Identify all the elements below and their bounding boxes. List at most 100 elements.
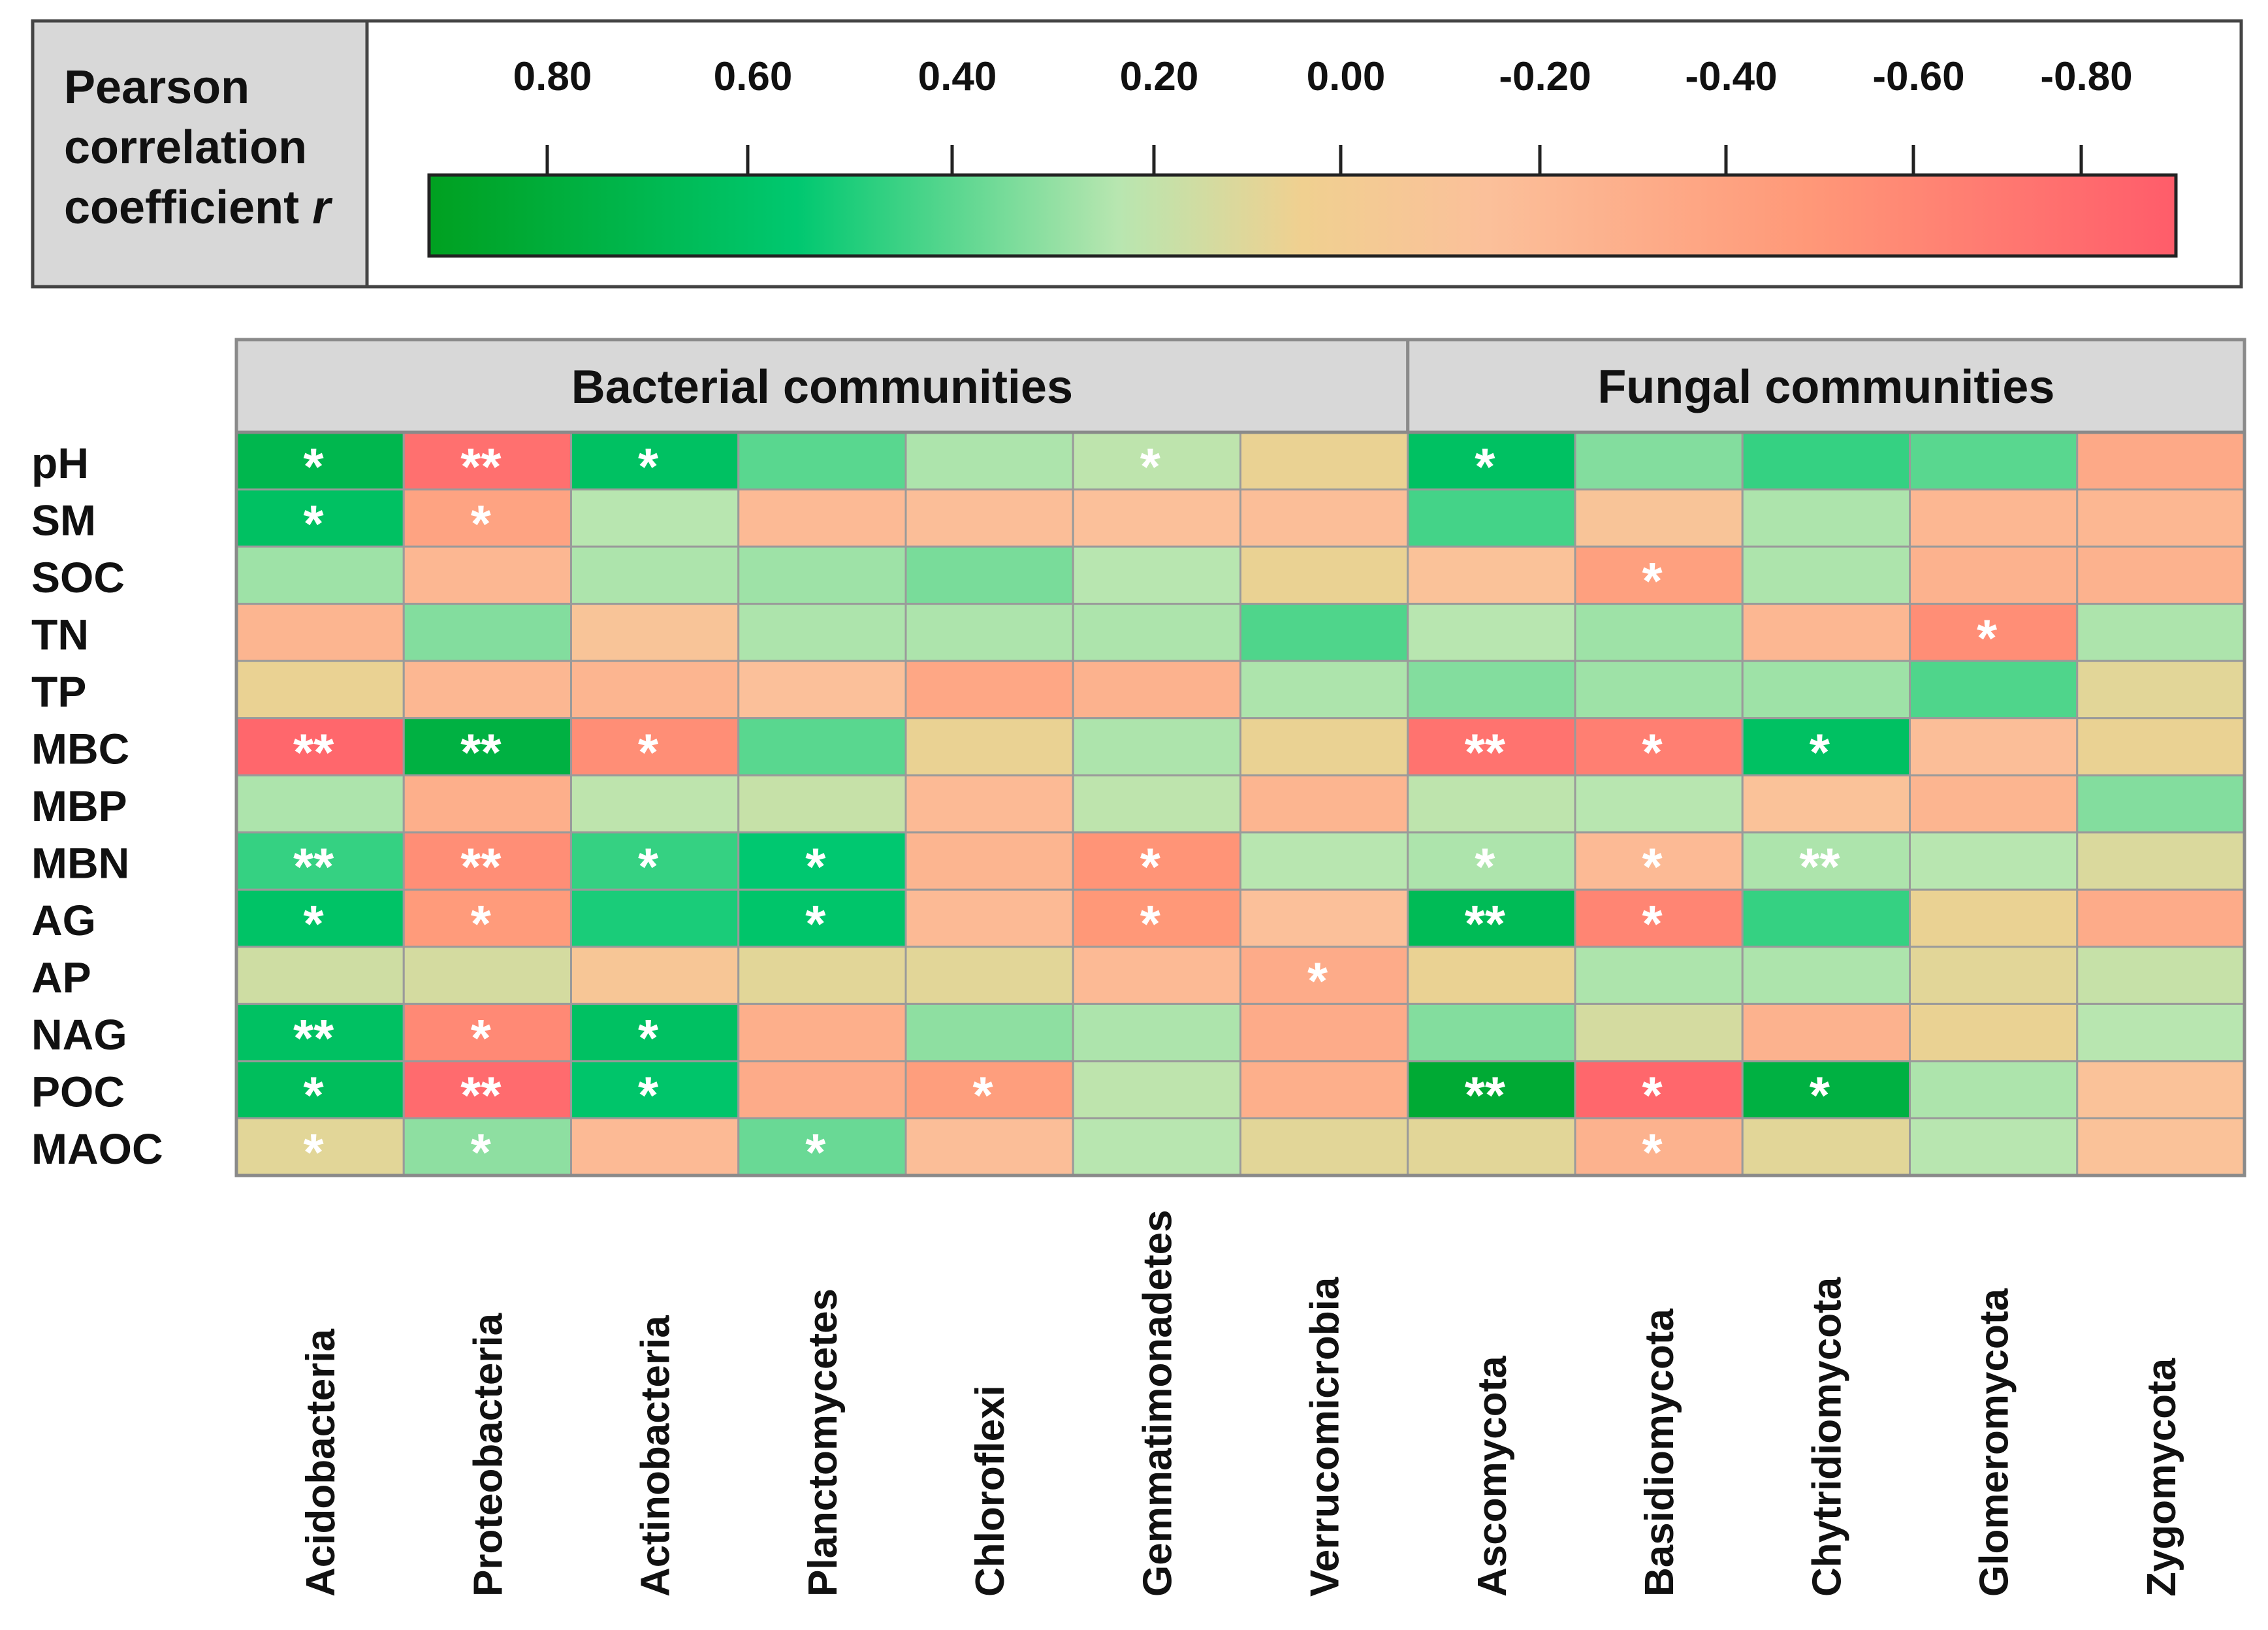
heatmap-cell (1239, 1117, 1409, 1177)
heatmap-cell (2076, 774, 2246, 834)
heatmap-cell (737, 946, 907, 1005)
significance-marker: ** (293, 838, 334, 896)
heatmap-cell (1909, 660, 2079, 720)
heatmap-cell (1239, 603, 1409, 662)
heatmap-cell (402, 1002, 572, 1063)
heatmap-cell (904, 1117, 1074, 1177)
legend-tick-label: 0.00 (1307, 54, 1386, 99)
heatmap-cell (1072, 488, 1241, 548)
heatmap-cell (737, 1060, 907, 1119)
heatmap-cell (1574, 1002, 1744, 1063)
group-header-label: Fungal communities (1597, 361, 2054, 413)
legend-tick-label: -0.40 (1685, 54, 1777, 99)
heatmap-cell (1741, 545, 1911, 605)
heatmap-cell (570, 1117, 740, 1177)
heatmap-cell (1909, 717, 2079, 776)
heatmap-cell (904, 774, 1074, 834)
significance-marker: ** (1799, 838, 1840, 896)
heatmap-cell (570, 603, 740, 662)
column-label: Verrucomicrobia (1303, 1277, 1348, 1597)
heatmap-cell (1407, 488, 1576, 548)
significance-marker: * (1140, 838, 1161, 896)
heatmap-cell (1239, 1002, 1409, 1063)
heatmap-cell (2076, 717, 2246, 776)
significance-marker: * (638, 1009, 659, 1067)
heatmap-cell (1407, 603, 1576, 662)
heatmap-cell (1574, 603, 1744, 662)
column-label: Ascomycota (1470, 1356, 1515, 1597)
heatmap-cell (1574, 1060, 1744, 1119)
heatmap-cell (737, 431, 907, 491)
heatmap-cell (570, 1060, 740, 1119)
significance-marker: * (1642, 552, 1663, 610)
significance-marker: * (471, 1009, 492, 1067)
heatmap-cell (904, 946, 1074, 1005)
heatmap-cell (570, 774, 740, 834)
heatmap-cell (1072, 1002, 1241, 1063)
heatmap-cell (1072, 774, 1241, 834)
significance-marker: * (304, 494, 325, 552)
row-labels: pH SM SOC TN TP MBC MBP MBN AG AP NAG POC MAOC (31, 439, 163, 1173)
column-label: Chytridiomycota (1804, 1277, 1849, 1597)
heatmap-cell (737, 488, 907, 548)
heatmap-cell (1741, 488, 1911, 548)
heatmap-cells: * ** * * ** ***** ** * ** * *** ** * * * * * *** * * * ** ****… (234, 430, 2246, 1181)
legend-ticks: 0.80 0.60 0.40 0.20 0.00 -0.20 -0.40 -0.60 -0.80 (513, 54, 2133, 176)
column-label: Glomeromycota (1972, 1288, 2017, 1597)
heatmap-cell (570, 488, 740, 548)
heatmap-cell (1574, 717, 1744, 776)
heatmap-cell (1239, 946, 1409, 1005)
heatmap-cell (1072, 1117, 1241, 1177)
legend-title-line-2: correlation (64, 121, 307, 174)
row-label: AG (31, 896, 96, 944)
heatmap-cell (1239, 774, 1409, 834)
significance-marker: * (1642, 895, 1663, 953)
heatmap-cell (1239, 831, 1409, 891)
heatmap-cell (904, 488, 1074, 548)
heatmap-cell (570, 545, 740, 605)
row-label: AP (31, 953, 91, 1002)
heatmap-cell (2076, 603, 2246, 662)
heatmap-cell (1741, 946, 1911, 1005)
heatmap-cell (1574, 774, 1744, 834)
significance-marker: ** (460, 838, 502, 896)
heatmap-cell (1239, 717, 1409, 776)
legend-tick-label: 0.60 (714, 54, 793, 99)
significance-marker: * (471, 1123, 492, 1181)
legend-tick-label: 0.80 (513, 54, 592, 99)
heatmap-cell (235, 603, 405, 662)
heatmap-cell (1072, 545, 1241, 605)
row-label: MBC (31, 724, 129, 773)
group-header-box (1406, 338, 2246, 434)
heatmap-cell (2076, 660, 2246, 720)
heatmap-cell (1909, 545, 2079, 605)
heatmap-cell (904, 888, 1074, 948)
heatmap-cell (1407, 888, 1576, 948)
significance-marker: ** (1465, 895, 1506, 953)
column-label: Acidobacteria (298, 1328, 343, 1597)
heatmap-cell (402, 831, 572, 891)
legend-tick-label: -0.80 (2040, 54, 2132, 99)
heatmap-cell (235, 946, 405, 1005)
significance-marker: ** (293, 1009, 334, 1067)
significance-marker: * (304, 1066, 325, 1125)
heatmap-cell (402, 545, 572, 605)
row-label: MBN (31, 839, 129, 887)
heatmap-cell (1574, 431, 1744, 491)
significance-marker: * (1810, 1066, 1830, 1125)
heatmap-cell (1741, 1002, 1911, 1063)
heatmap-cell (1072, 660, 1241, 720)
heatmap-cell (1909, 888, 2079, 948)
heatmap-cell (1239, 1060, 1409, 1119)
heatmap-cell (2076, 888, 2246, 948)
heatmap-cell (1574, 545, 1744, 605)
legend: Pearson correlation coefficient r 0.80 0.… (31, 19, 2243, 289)
significance-marker: * (471, 494, 492, 552)
heatmap-cell (1574, 660, 1744, 720)
heatmap-cell (737, 660, 907, 720)
heatmap-cell (1239, 545, 1409, 605)
row-label: pH (31, 439, 89, 487)
heatmap-cell (737, 774, 907, 834)
heatmap-cell (402, 774, 572, 834)
heatmap-cell (1741, 888, 1911, 948)
